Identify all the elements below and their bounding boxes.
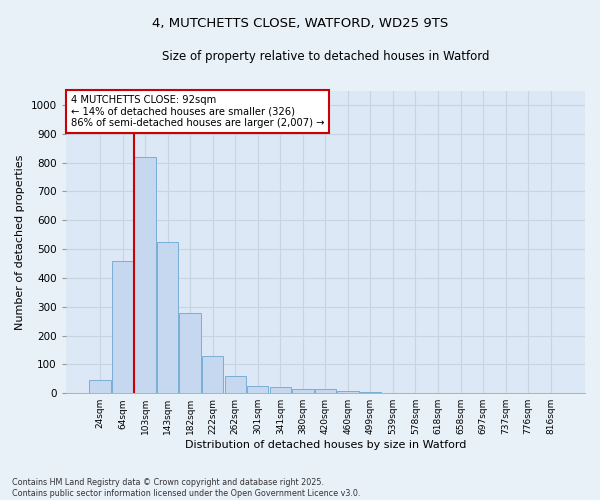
Text: Contains HM Land Registry data © Crown copyright and database right 2025.
Contai: Contains HM Land Registry data © Crown c… — [12, 478, 361, 498]
Title: Size of property relative to detached houses in Watford: Size of property relative to detached ho… — [161, 50, 489, 63]
X-axis label: Distribution of detached houses by size in Watford: Distribution of detached houses by size … — [185, 440, 466, 450]
Bar — [202, 356, 223, 393]
Bar — [382, 392, 404, 393]
Bar — [269, 388, 291, 393]
Bar — [360, 392, 381, 393]
Bar — [314, 390, 336, 393]
Text: 4, MUTCHETTS CLOSE, WATFORD, WD25 9TS: 4, MUTCHETTS CLOSE, WATFORD, WD25 9TS — [152, 18, 448, 30]
Bar — [134, 157, 156, 393]
Bar — [292, 390, 314, 393]
Bar — [112, 260, 133, 393]
Bar — [247, 386, 268, 393]
Bar — [337, 391, 359, 393]
Bar — [89, 380, 111, 393]
Y-axis label: Number of detached properties: Number of detached properties — [15, 154, 25, 330]
Text: 4 MUTCHETTS CLOSE: 92sqm
← 14% of detached houses are smaller (326)
86% of semi-: 4 MUTCHETTS CLOSE: 92sqm ← 14% of detach… — [71, 95, 325, 128]
Bar — [224, 376, 246, 393]
Bar — [179, 312, 201, 393]
Bar — [157, 242, 178, 393]
